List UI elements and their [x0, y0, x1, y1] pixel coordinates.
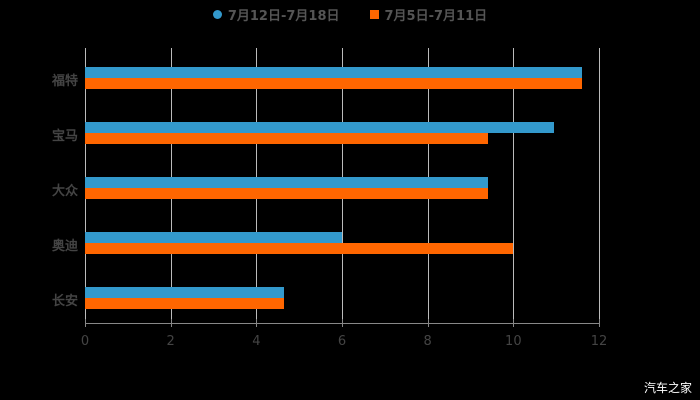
x-tick — [599, 319, 600, 327]
bar-1[interactable] — [85, 287, 285, 298]
legend-label: 7月5日-7月11日 — [384, 8, 488, 24]
legend-marker-icon — [369, 9, 379, 19]
category-label: 长安 — [51, 294, 78, 309]
x-tick — [513, 319, 515, 327]
x-tick — [85, 319, 86, 327]
bar-1[interactable] — [85, 177, 488, 188]
legend-item-series-1[interactable]: 7月12日-7月18日 — [212, 5, 340, 24]
x-tick-label: 4 — [252, 334, 261, 349]
plot-area — [85, 48, 600, 323]
bar-2[interactable] — [85, 188, 488, 199]
x-tick-label: 6 — [337, 334, 347, 349]
x-tick — [170, 319, 172, 327]
bar-1[interactable] — [85, 232, 342, 243]
category-label: 宝马 — [51, 129, 78, 144]
x-tick-label: 12 — [590, 334, 608, 349]
bar-2[interactable] — [85, 243, 514, 254]
x-tick-label: 0 — [80, 334, 90, 349]
bar-1[interactable] — [85, 67, 582, 78]
bar-2[interactable] — [85, 78, 582, 89]
x-tick — [256, 319, 258, 327]
x-tick-label: 2 — [166, 334, 175, 349]
x-tick — [427, 319, 429, 327]
legend-item-series-2[interactable]: 7月5日-7月11日 — [369, 5, 488, 24]
bar-2[interactable] — [85, 298, 285, 309]
x-tick-label: 8 — [423, 334, 432, 349]
gridline — [599, 48, 600, 323]
bar-1[interactable] — [85, 122, 555, 133]
legend-marker-icon — [212, 9, 222, 19]
x-tick — [342, 319, 343, 327]
gridline — [513, 48, 515, 323]
category-label: 奥迪 — [51, 239, 78, 254]
chart-legend: 7月12日-7月18日 7月5日-7月11日 — [0, 4, 700, 24]
category-label: 福特 — [51, 74, 78, 89]
bar-2[interactable] — [85, 133, 488, 144]
legend-label: 7月12日-7月18日 — [227, 8, 340, 24]
x-tick-label: 10 — [505, 334, 522, 349]
watermark: 汽车之家 — [643, 381, 692, 395]
category-label: 大众 — [51, 184, 78, 199]
